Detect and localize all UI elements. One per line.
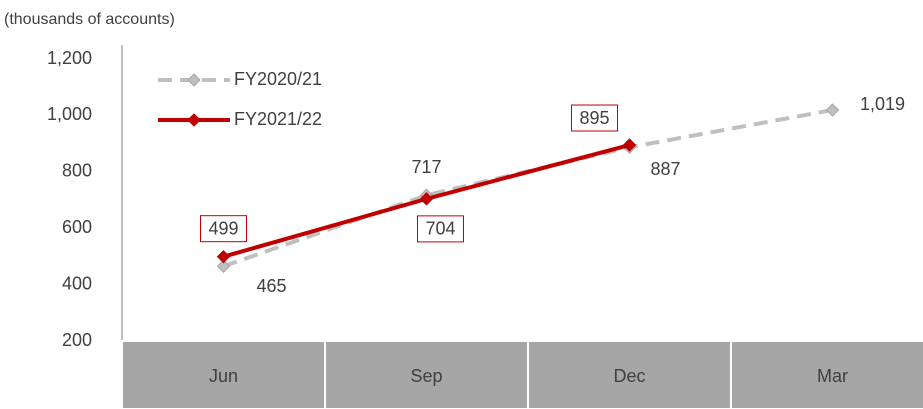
legend-label: FY2021/22 xyxy=(234,109,322,129)
chart-subtitle: (thousands of accounts) xyxy=(4,11,175,28)
marker xyxy=(216,259,231,273)
category-cell xyxy=(730,340,923,409)
data-label: 717 xyxy=(411,157,441,177)
x-tick-label: Jun xyxy=(209,366,238,386)
y-tick-label: 400 xyxy=(62,273,92,293)
data-label: 895 xyxy=(579,108,609,128)
x-tick-label: Mar xyxy=(817,366,848,386)
data-label: 1,019 xyxy=(860,94,905,114)
data-label: 465 xyxy=(256,276,286,296)
label-box xyxy=(200,215,247,243)
legend-label: FY2020/21 xyxy=(234,69,322,89)
marker xyxy=(622,138,637,152)
marker xyxy=(419,192,434,206)
series-line xyxy=(222,108,833,269)
y-tick-label: 600 xyxy=(62,217,92,237)
marker xyxy=(216,249,231,264)
y-tick-label: 1,000 xyxy=(47,104,92,124)
legend-marker xyxy=(187,113,201,127)
data-label: 499 xyxy=(208,218,238,238)
category-cell xyxy=(324,340,529,409)
y-tick-label: 1,200 xyxy=(47,48,92,68)
x-tick-label: Dec xyxy=(613,366,645,386)
x-tick-label: Sep xyxy=(410,366,442,386)
legend-marker xyxy=(187,73,201,87)
data-label: 887 xyxy=(650,159,680,179)
label-box xyxy=(571,104,618,132)
y-tick-label: 800 xyxy=(62,161,92,181)
data-label: 704 xyxy=(425,219,455,239)
marker xyxy=(825,103,840,117)
y-tick-label: 200 xyxy=(62,330,92,350)
label-box xyxy=(417,215,464,243)
